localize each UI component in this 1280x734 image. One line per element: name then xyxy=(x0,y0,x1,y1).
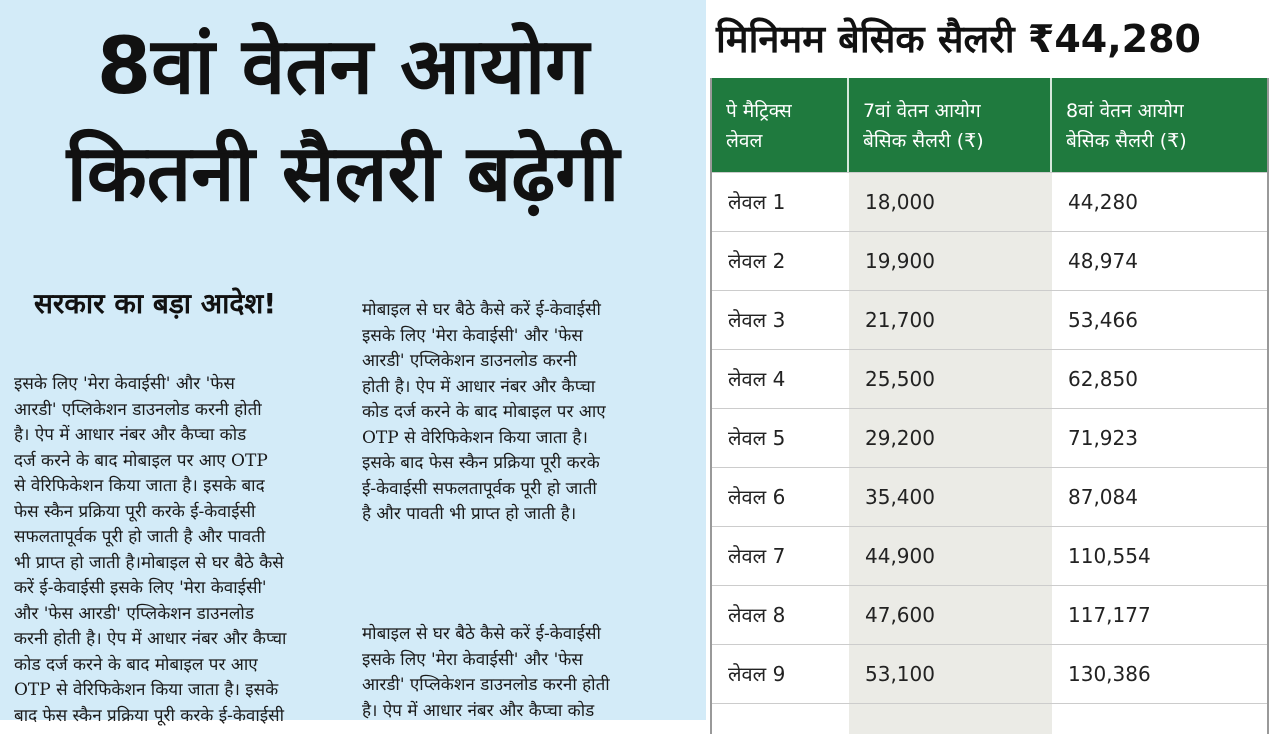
article-column-3: मोबाइल से घर बैठे कैसे करें ई-केवाईसी इसक… xyxy=(362,622,610,724)
table-row: लेवल 3 21,700 53,466 xyxy=(712,290,1267,349)
text-line: कोड दर्ज करने के बाद मोबाइल पर आए xyxy=(362,402,606,422)
text-line: OTP से वेरिफिकेशन किया जाता है। इसके xyxy=(14,680,279,700)
text-line: मोबाइल से घर बैठे कैसे करें ई-केवाईसी xyxy=(362,300,601,320)
text-line: है और पावती भी प्राप्त हो जाती है। xyxy=(362,504,577,524)
header-text: बेसिक सैलरी (₹) xyxy=(1066,130,1187,152)
cell-8th-cpc: 48,974 xyxy=(1068,249,1138,273)
text-line: भी प्राप्त हो जाती है।मोबाइल से घर बैठे … xyxy=(14,552,284,573)
empty-cell xyxy=(1052,704,1267,734)
cell-8th-cpc: 130,386 xyxy=(1068,662,1151,686)
cell-level: लेवल 5 xyxy=(728,426,786,450)
empty-cell xyxy=(712,704,849,734)
cell-7th-cpc: 35,400 xyxy=(849,468,1052,526)
table-row-cut-off xyxy=(712,703,1267,734)
cell-level: लेवल 1 xyxy=(728,190,786,214)
text-line: होती है। ऐप में आधार नंबर और कैप्चा xyxy=(362,376,596,397)
cell-7th-cpc: 25,500 xyxy=(849,350,1052,408)
text-line: और 'फेस आरडी' एप्लिकेशन डाउनलोड xyxy=(14,603,254,624)
cell-8th-cpc: 110,554 xyxy=(1068,544,1151,568)
text-line: है। ऐप में आधार नंबर और कैप्चा कोड xyxy=(14,425,247,445)
text-line: करनी होती है। ऐप में आधार नंबर और कैप्चा xyxy=(14,629,287,649)
article-panel: 8वां वेतन आयोग कितनी सैलरी बढ़ेगी सरकार … xyxy=(0,0,706,726)
text-line: आरडी' एप्लिकेशन डाउनलोड करनी xyxy=(362,351,577,371)
text-line: कोड दर्ज करने के बाद मोबाइल पर आए xyxy=(14,654,258,675)
text-line: बाद फेस स्कैन प्रक्रिया पूरी करके ई-केवा… xyxy=(14,705,284,726)
cell-level: लेवल 6 xyxy=(728,485,786,509)
text-line: फेस स्कैन प्रक्रिया पूरी करके ई-केवाईसी xyxy=(14,501,256,522)
cell-7th-cpc: 19,900 xyxy=(849,232,1052,290)
cell-8th-cpc: 71,923 xyxy=(1068,426,1138,450)
cell-level: लेवल 3 xyxy=(728,308,786,332)
table-body: लेवल 1 18,000 44,280 लेवल 2 19,900 48,974 लेवल… xyxy=(712,172,1267,734)
subheading: सरकार का बड़ा आदेश! xyxy=(34,287,277,320)
cell-8th-cpc: 62,850 xyxy=(1068,367,1138,391)
text-line: से वेरिफिकेशन किया जाता है। इसके बाद xyxy=(14,476,265,496)
text-line: इसके लिए 'मेरा केवाईसी' और 'फेस xyxy=(362,649,583,670)
article-column-2: मोबाइल से घर बैठे कैसे करें ई-केवाईसी इसक… xyxy=(362,298,606,528)
cell-8th-cpc: 117,177 xyxy=(1068,603,1151,627)
table-row: लेवल 7 44,900 110,554 xyxy=(712,526,1267,585)
header-text: बेसिक सैलरी (₹) xyxy=(863,130,984,152)
cell-7th-cpc: 53,100 xyxy=(849,645,1052,703)
text-line: इसके लिए 'मेरा केवाईसी' और 'फेस xyxy=(14,374,235,394)
table-row: लेवल 9 53,100 130,386 xyxy=(712,644,1267,703)
headline-line-2: कितनी सैलरी बढ़ेगी xyxy=(66,129,620,219)
cell-7th-cpc: 29,200 xyxy=(849,409,1052,467)
header-text: 8वां वेतन आयोग xyxy=(1066,100,1184,122)
text-line: OTP से वेरिफिकेशन किया जाता है। xyxy=(362,427,588,448)
text-line: इसके बाद फेस स्कैन प्रक्रिया पूरी करके xyxy=(362,453,600,473)
header-text: 7वां वेतन आयोग xyxy=(863,100,981,122)
table-row: लेवल 6 35,400 87,084 xyxy=(712,467,1267,526)
cell-8th-cpc: 44,280 xyxy=(1068,190,1138,214)
header-8th-cpc: 8वां वेतन आयोग बेसिक सैलरी (₹) xyxy=(1052,78,1267,172)
empty-cell xyxy=(849,704,1052,734)
text-line: इसके लिए 'मेरा केवाईसी' और 'फेस xyxy=(362,325,583,346)
cell-8th-cpc: 87,084 xyxy=(1068,485,1138,509)
cell-level: लेवल 4 xyxy=(728,367,786,391)
text-line: आरडी' एप्लिकेशन डाउनलोड करनी होती xyxy=(362,675,610,695)
text-line: सफलतापूर्वक पूरी हो जाती है और पावती xyxy=(14,527,266,547)
table-row: लेवल 2 19,900 48,974 xyxy=(712,231,1267,290)
cell-level: लेवल 7 xyxy=(728,544,786,568)
cell-level: लेवल 8 xyxy=(728,603,786,627)
cell-7th-cpc: 18,000 xyxy=(849,173,1052,231)
header-text: पे मैट्रिक्स xyxy=(726,100,792,122)
text-line: करें ई-केवाईसी इसके लिए 'मेरा केवाईसी' xyxy=(14,578,267,598)
header-pay-level: पे मैट्रिक्स लेवल xyxy=(712,78,849,172)
cell-7th-cpc: 21,700 xyxy=(849,291,1052,349)
text-line: ई-केवाईसी सफलतापूर्वक पूरी हो जाती xyxy=(362,478,597,499)
text-line: है। ऐप में आधार नंबर और कैप्चा कोड xyxy=(362,700,595,721)
article-column-1: इसके लिए 'मेरा केवाईसी' और 'फेस आरडी' एप्… xyxy=(14,372,286,729)
cell-level: लेवल 9 xyxy=(728,662,786,686)
text-line: मोबाइल से घर बैठे कैसे करें ई-केवाईसी xyxy=(362,624,601,644)
text-line: दर्ज करने के बाद मोबाइल पर आए OTP xyxy=(14,450,268,471)
cell-7th-cpc: 44,900 xyxy=(849,527,1052,585)
table-row: लेवल 4 25,500 62,850 xyxy=(712,349,1267,408)
table-header: पे मैट्रिक्स लेवल 7वां वेतन आयोग बेसिक सैल… xyxy=(712,78,1267,172)
table-row: लेवल 5 29,200 71,923 xyxy=(712,408,1267,467)
salary-table: पे मैट्रिक्स लेवल 7वां वेतन आयोग बेसिक सैल… xyxy=(710,78,1269,734)
cell-8th-cpc: 53,466 xyxy=(1068,308,1138,332)
headline-line-1: 8वां वेतन आयोग xyxy=(96,22,590,112)
cell-level: लेवल 2 xyxy=(728,249,786,273)
table-row: लेवल 1 18,000 44,280 xyxy=(712,172,1267,231)
table-row: लेवल 8 47,600 117,177 xyxy=(712,585,1267,644)
header-7th-cpc: 7वां वेतन आयोग बेसिक सैलरी (₹) xyxy=(849,78,1052,172)
table-title: मिनिमम बेसिक सैलरी ₹44,280 xyxy=(716,17,1201,61)
text-line: आरडी' एप्लिकेशन डाउनलोड करनी होती xyxy=(14,399,262,420)
cell-7th-cpc: 47,600 xyxy=(849,586,1052,644)
header-text: लेवल xyxy=(726,130,763,152)
